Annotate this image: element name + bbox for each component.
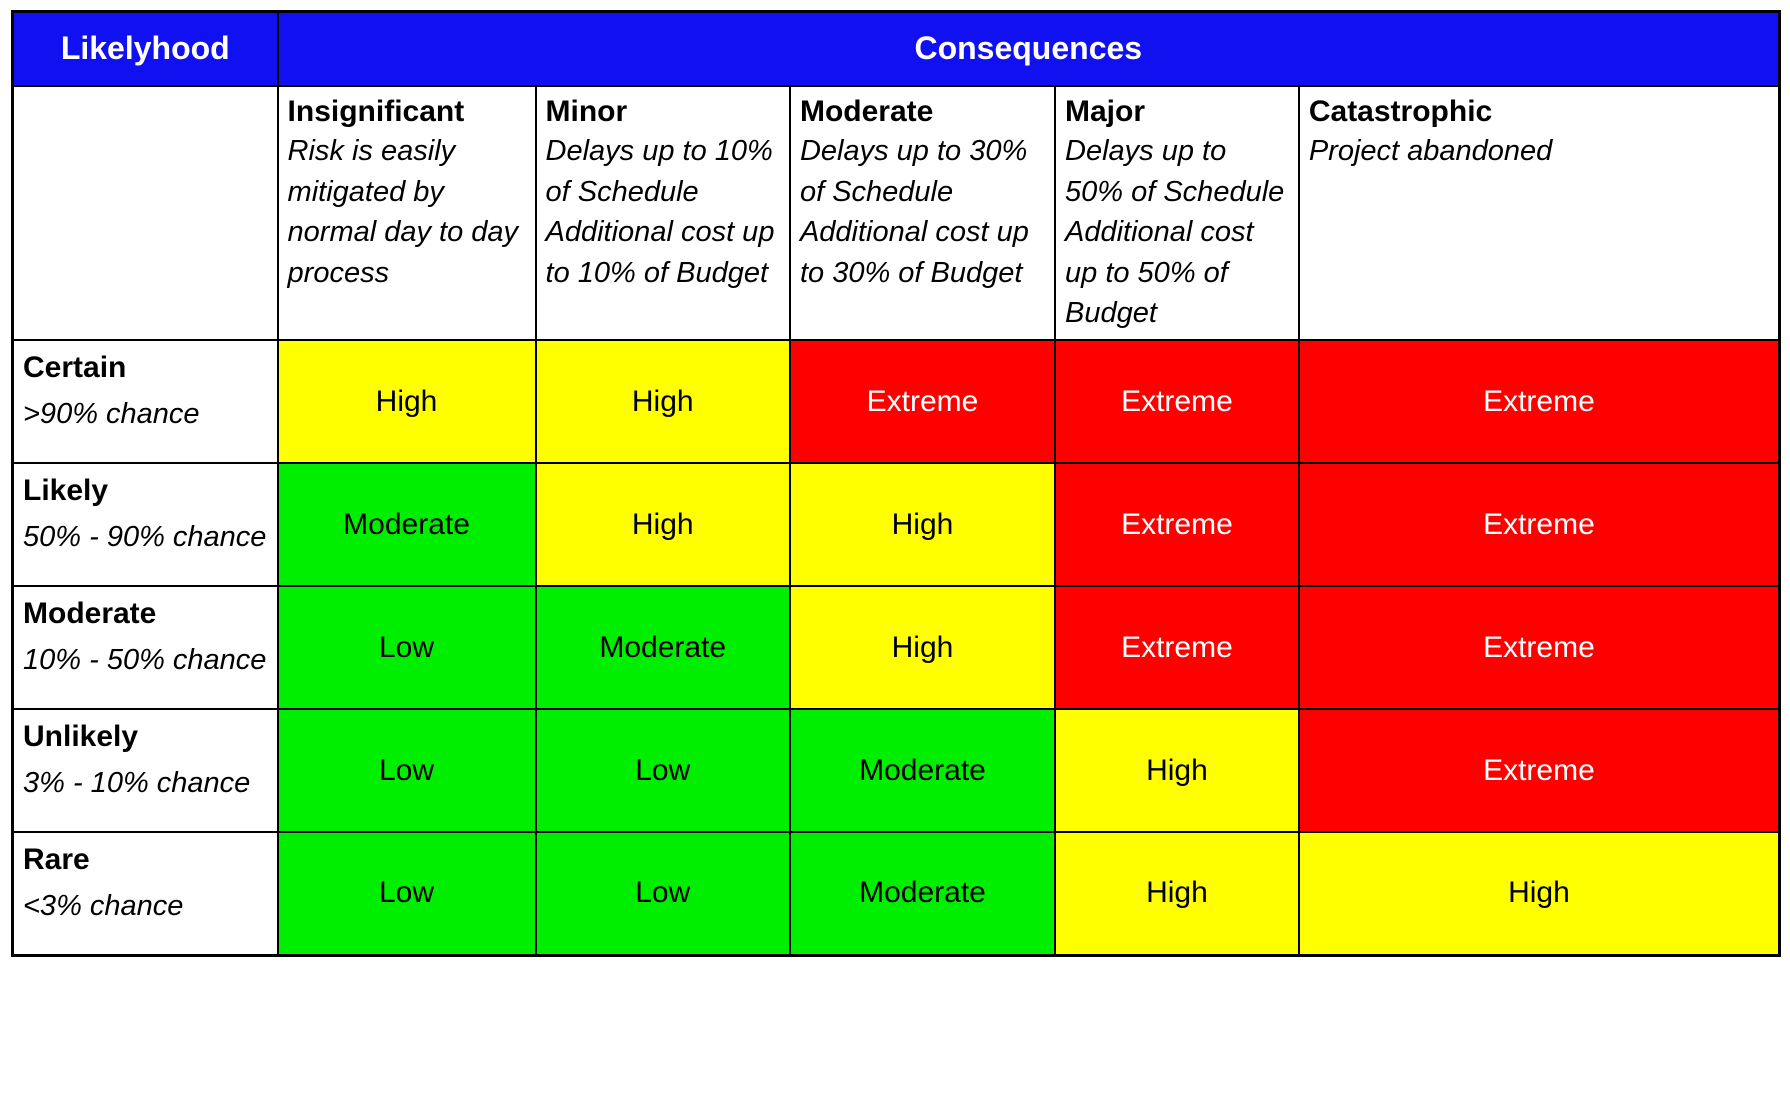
risk-cell-certain-minor: High <box>534 339 791 465</box>
risk-cell-rare-insignificant: Low <box>276 831 537 957</box>
column-description: Delays up to 50% of Schedule Additional … <box>1065 135 1285 330</box>
risk-cell-certain-moderate: Extreme <box>788 339 1057 465</box>
row-title: Rare <box>23 843 90 877</box>
risk-cell-unlikely-insignificant: Low <box>276 708 537 834</box>
risk-cell-certain-catastrophic: Extreme <box>1297 339 1781 465</box>
empty-corner-cell <box>11 84 279 342</box>
column-header-minor: Minor Delays up to 10% of Schedule Additi… <box>534 84 791 342</box>
row-header-likely: Likely 50% - 90% chance <box>11 462 279 588</box>
likelihood-header: Likelyhood <box>11 10 279 87</box>
column-title: Insignificant <box>287 94 465 128</box>
row-description: 10% - 50% chance <box>23 643 267 676</box>
risk-cell-unlikely-catastrophic: Extreme <box>1297 708 1781 834</box>
risk-cell-certain-insignificant: High <box>276 339 537 465</box>
risk-matrix-page: Likelyhood Consequences Insignificant Ris… <box>11 10 1781 957</box>
risk-cell-certain-major: Extreme <box>1054 339 1300 465</box>
matrix-row-unlikely: Unlikely 3% - 10% chance Low Low Moderate Hig… <box>11 708 1781 834</box>
risk-cell-unlikely-major: High <box>1054 708 1300 834</box>
risk-cell-moderate-moderate: High <box>788 585 1057 711</box>
risk-cell-likely-major: Extreme <box>1054 462 1300 588</box>
risk-cell-moderate-catastrophic: Extreme <box>1297 585 1781 711</box>
column-title: Catastrophic <box>1308 94 1493 128</box>
risk-cell-rare-major: High <box>1054 831 1300 957</box>
matrix-row-rare: Rare <3% chance Low Low Moderate High High <box>11 831 1781 957</box>
column-header-catastrophic: Catastrophic Project abandoned <box>1297 84 1781 342</box>
row-description: 3% - 10% chance <box>23 766 251 799</box>
row-title: Unlikely <box>23 720 139 754</box>
row-header-rare: Rare <3% chance <box>11 831 279 957</box>
matrix-body: Certain >90% chance High High Extreme Extreme… <box>11 339 1781 957</box>
risk-cell-likely-minor: High <box>534 462 791 588</box>
row-title: Moderate <box>23 597 157 631</box>
matrix-row-likely: Likely 50% - 90% chance Moderate High High Ex… <box>11 462 1781 588</box>
row-header-unlikely: Unlikely 3% - 10% chance <box>11 708 279 834</box>
risk-cell-likely-moderate: High <box>788 462 1057 588</box>
risk-cell-unlikely-moderate: Moderate <box>788 708 1057 834</box>
row-description: >90% chance <box>23 397 200 430</box>
risk-cell-rare-moderate: Moderate <box>788 831 1057 957</box>
matrix-row-moderate: Moderate 10% - 50% chance Low Moderate High E… <box>11 585 1781 711</box>
row-header-moderate: Moderate 10% - 50% chance <box>11 585 279 711</box>
row-description: <3% chance <box>23 889 184 922</box>
risk-cell-moderate-major: Extreme <box>1054 585 1300 711</box>
matrix-banner-row: Likelyhood Consequences <box>11 10 1781 87</box>
risk-cell-likely-insignificant: Moderate <box>276 462 537 588</box>
risk-matrix-table: Likelyhood Consequences Insignificant Ris… <box>11 10 1781 957</box>
column-title: Minor <box>545 94 628 128</box>
row-title: Likely <box>23 474 109 508</box>
column-header-moderate: Moderate Delays up to 30% of Schedule Add… <box>788 84 1057 342</box>
row-description: 50% - 90% chance <box>23 520 267 553</box>
risk-cell-rare-minor: Low <box>534 831 791 957</box>
risk-cell-rare-catastrophic: High <box>1297 831 1781 957</box>
matrix-row-certain: Certain >90% chance High High Extreme Extreme… <box>11 339 1781 465</box>
column-title: Moderate <box>799 94 934 128</box>
column-description: Delays up to 30% of Schedule Additional … <box>799 135 1029 289</box>
column-description: Delays up to 10% of Schedule Additional … <box>545 135 775 289</box>
column-header-insignificant: Insignificant Risk is easily mitigated by… <box>276 84 537 342</box>
consequences-header: Consequences <box>276 10 1781 87</box>
risk-cell-moderate-insignificant: Low <box>276 585 537 711</box>
column-description: Project abandoned <box>1308 135 1553 168</box>
risk-cell-moderate-minor: Moderate <box>534 585 791 711</box>
column-description: Risk is easily mitigated by normal day t… <box>287 135 519 289</box>
consequence-columns-row: Insignificant Risk is easily mitigated by… <box>11 84 1781 342</box>
risk-cell-likely-catastrophic: Extreme <box>1297 462 1781 588</box>
risk-cell-unlikely-minor: Low <box>534 708 791 834</box>
row-header-certain: Certain >90% chance <box>11 339 279 465</box>
column-title: Major <box>1065 94 1146 128</box>
row-title: Certain <box>23 351 127 385</box>
column-header-major: Major Delays up to 50% of Schedule Additi… <box>1054 84 1300 342</box>
